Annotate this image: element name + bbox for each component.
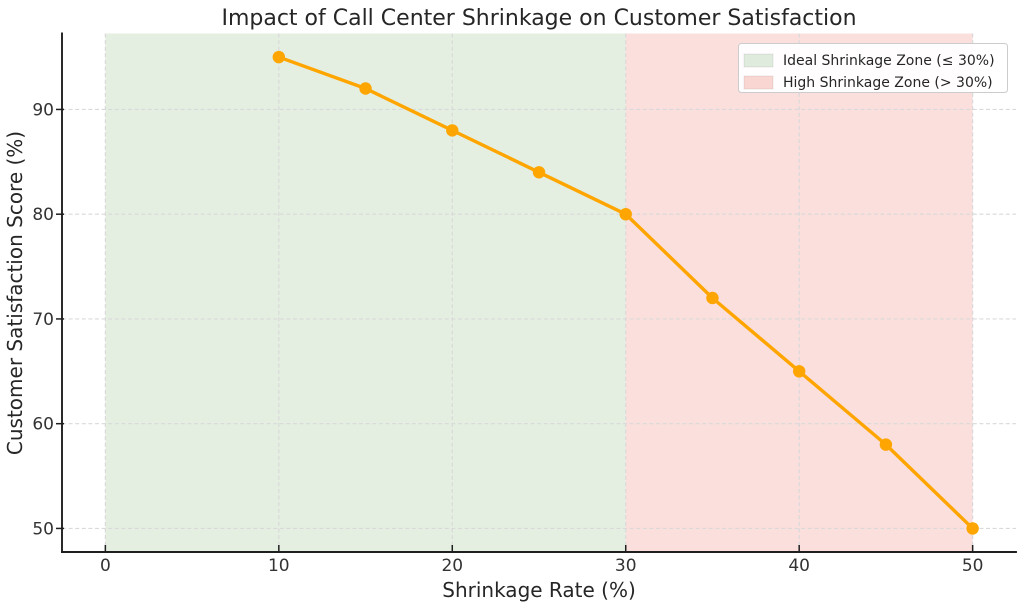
- legend-swatch-ideal-zone: [743, 53, 774, 68]
- y-tick-label-80: 80: [32, 205, 54, 225]
- legend-label-ideal-zone: Ideal Shrinkage Zone (≤ 30%): [783, 53, 995, 69]
- shaded-zones: [105, 33, 973, 552]
- legend-swatch-high-zone: [743, 75, 774, 90]
- y-axis-label: Customer Satisfaction Score (%): [3, 131, 27, 455]
- data-point-x35: [706, 291, 719, 305]
- x-tick-label-50: 50: [962, 556, 984, 576]
- y-tick-label-50: 50: [32, 519, 54, 539]
- y-tick-label-70: 70: [32, 310, 54, 330]
- x-tick-label-40: 40: [788, 556, 810, 576]
- satisfaction-line-series: [272, 50, 979, 535]
- data-point-x30: [619, 207, 632, 221]
- data-point-x15: [359, 82, 372, 95]
- x-tick-label-30: 30: [615, 556, 637, 576]
- data-point-x50: [966, 522, 979, 535]
- y-tick-label-60: 60: [32, 415, 54, 435]
- legend: Ideal Shrinkage Zone (≤ 30%) High Shrink…: [738, 43, 1008, 93]
- chart-title: Impact of Call Center Shrinkage on Custo…: [221, 6, 856, 31]
- legend-label-high-zone: High Shrinkage Zone (> 30%): [783, 75, 993, 91]
- legend-box: [738, 43, 1008, 93]
- data-point-x40: [792, 365, 806, 378]
- gridlines: [62, 33, 1016, 552]
- zone-span-0: [105, 33, 626, 552]
- data-point-x45: [879, 438, 893, 451]
- x-tick-label-0: 0: [100, 556, 111, 576]
- axis-ticks: 0 10 20 30 40 50 50 60 70 80 90: [32, 100, 983, 576]
- data-point-x10: [272, 50, 286, 64]
- data-point-x25: [532, 166, 546, 179]
- axes-spines: [61, 32, 1017, 553]
- y-tick-label-90: 90: [32, 100, 54, 120]
- data-point-x20: [446, 124, 459, 137]
- x-axis-label: Shrinkage Rate (%): [442, 578, 636, 602]
- x-tick-label-10: 10: [268, 556, 290, 576]
- x-tick-label-20: 20: [441, 556, 463, 576]
